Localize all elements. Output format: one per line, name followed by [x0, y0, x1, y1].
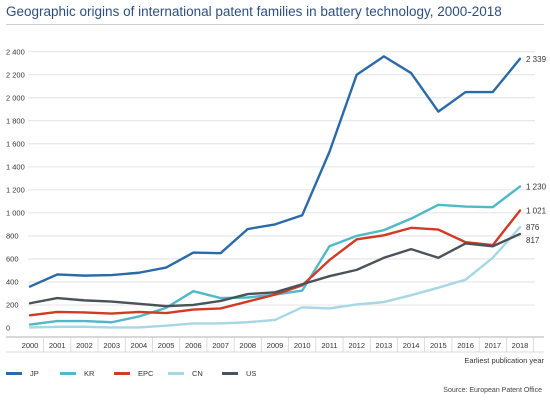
end-value-label-epc: 1 021	[526, 206, 547, 215]
legend-label: JP	[30, 369, 39, 378]
x-tick-label: 2003	[103, 341, 120, 350]
chart-title: Geographic origins of international pate…	[6, 4, 502, 19]
x-tick-label: 2016	[457, 341, 474, 350]
legend-label: CN	[192, 369, 203, 378]
x-tick-label: 2012	[348, 341, 365, 350]
y-tick-label: 1 800	[6, 116, 25, 125]
legend-item-kr: KR	[60, 369, 114, 378]
y-tick-label: 1 600	[6, 139, 25, 148]
x-tick-label: 2004	[131, 341, 148, 350]
y-tick-label: 600	[6, 254, 19, 263]
legend-item-cn: CN	[168, 369, 222, 378]
y-tick-label: 0	[6, 324, 10, 333]
legend-label: US	[246, 369, 257, 378]
end-value-label-cn: 876	[526, 223, 540, 232]
y-tick-label: 1 400	[6, 162, 25, 171]
x-tick-label: 2014	[403, 341, 420, 350]
legend-item-epc: EPC	[114, 369, 168, 378]
legend-swatch	[60, 372, 76, 375]
y-tick-label: 400	[6, 277, 19, 286]
legend-label: KR	[84, 369, 95, 378]
x-tick-label: 2010	[294, 341, 311, 350]
x-tick-label: 2015	[430, 341, 447, 350]
x-tick-label: 2002	[76, 341, 93, 350]
end-value-label-jp: 2 339	[526, 55, 547, 64]
x-tick-label: 2006	[185, 341, 202, 350]
series-line-kr	[28, 185, 522, 326]
y-tick-label: 2 200	[6, 70, 25, 79]
x-tick-label: 2018	[512, 341, 529, 350]
x-tick-label: 2001	[49, 341, 66, 350]
source-note: Source: European Patent Office	[443, 387, 542, 394]
x-tick-label: 2005	[158, 341, 175, 350]
y-tick-label: 800	[6, 231, 19, 240]
y-tick-label: 1 200	[6, 185, 25, 194]
x-tick-label: 2011	[321, 341, 337, 350]
x-tick-label: 2009	[267, 341, 284, 350]
x-tick-label: 2013	[376, 341, 393, 350]
end-value-label-kr: 1 230	[526, 182, 547, 191]
legend-item-us: US	[222, 369, 276, 378]
x-tick-label: 2017	[484, 341, 501, 350]
y-tick-label: 2 000	[6, 93, 25, 102]
series-line-epc	[28, 209, 522, 317]
legend-label: EPC	[138, 369, 154, 378]
legend-swatch	[6, 372, 22, 375]
x-tick-label: 2008	[239, 341, 256, 350]
legend-swatch	[168, 372, 184, 375]
x-axis-title: Earliest publication year	[464, 356, 544, 365]
x-tick-label: 2000	[22, 341, 39, 350]
legend-swatch	[114, 372, 130, 375]
end-value-label-us: 817	[526, 236, 540, 245]
legend-item-jp: JP	[6, 369, 60, 378]
y-tick-label: 200	[6, 300, 19, 309]
y-tick-label: 1 000	[6, 208, 25, 217]
legend: JP KR EPC CN US	[6, 369, 276, 378]
title-divider	[6, 24, 544, 25]
x-tick-label: 2007	[212, 341, 229, 350]
series-line-jp	[28, 55, 522, 288]
y-tick-label: 2 400	[6, 47, 25, 56]
legend-swatch	[222, 372, 238, 375]
